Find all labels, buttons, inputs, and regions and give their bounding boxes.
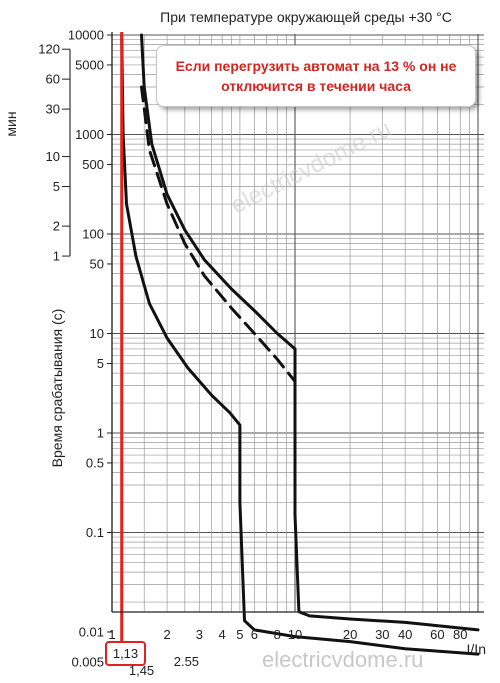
chart-title: При температуре окружающей среды +30 °C — [160, 9, 452, 25]
annotation-callout: Если перегрузить автомат на 13 % он не о… — [156, 45, 476, 107]
x-tick-label: 4 — [219, 627, 226, 642]
x-tick-label: 3 — [196, 627, 203, 642]
watermark-bottom: electricvdome.ru — [262, 647, 423, 672]
minutes-tick-label: 120 — [38, 42, 60, 57]
minutes-tick-label: 5 — [53, 179, 60, 194]
axes — [62, 32, 484, 663]
x-tick-label: 8 — [274, 627, 281, 642]
x-extra-label: 1,45 — [129, 663, 154, 678]
x-tick-label: 60 — [430, 627, 444, 642]
minutes-tick-label: 2 — [53, 219, 60, 234]
x-extra-label: 2.55 — [174, 654, 199, 669]
y-tick-label: 50 — [90, 256, 104, 271]
y-tick-label: 10000 — [68, 28, 104, 43]
x-tick-label: 6 — [251, 627, 258, 642]
minutes-tick-label: 60 — [46, 72, 60, 87]
curves — [120, 33, 480, 656]
x-tick-label: 80 — [453, 627, 467, 642]
minutes-axis-title: мин — [3, 111, 19, 136]
y-tick-label: 1000 — [75, 127, 104, 142]
y-tick-label: 100 — [82, 227, 104, 242]
y-tick-label: 0.005 — [71, 654, 104, 669]
x-tick-label: 1 — [108, 627, 115, 642]
x-tick-label: 2 — [163, 627, 170, 642]
x-axis-title: I/In — [467, 641, 486, 657]
y-tick-label: 500 — [82, 157, 104, 172]
marker-label: 1,13 — [105, 641, 146, 666]
curve-3 — [140, 85, 297, 383]
y-tick-label: 5000 — [75, 57, 104, 72]
minutes-tick-label: 10 — [46, 149, 60, 164]
x-tick-label: 5 — [236, 627, 243, 642]
y-tick-label: 0.1 — [86, 525, 104, 540]
x-tick-label: 40 — [398, 627, 412, 642]
y-tick-label: 0.5 — [86, 455, 104, 470]
minutes-tick-label: 30 — [46, 102, 60, 117]
marker-value: 1,13 — [112, 646, 139, 661]
curve-1 — [120, 33, 480, 656]
annotation-text: Если перегрузить автомат на 13 % он не о… — [175, 58, 457, 94]
y-tick-label: 0.01 — [79, 625, 104, 640]
x-tick-label: 10 — [288, 627, 302, 642]
y-axis-title: Время срабатывания (с) — [49, 309, 65, 468]
y-tick-label: 1 — [97, 426, 104, 441]
grid — [111, 34, 484, 612]
curve-2 — [140, 33, 480, 632]
x-tick-label: 20 — [343, 627, 357, 642]
y-tick-label: 10 — [90, 326, 104, 341]
minutes-tick-label: 1 — [53, 249, 60, 264]
y-tick-label: 5 — [97, 356, 104, 371]
tick-labels: 10000 5000 1000 500 100 50 10 5 1 0.5 0.1 0.01 0.005… — [3, 9, 486, 678]
x-tick-label: 30 — [375, 627, 389, 642]
